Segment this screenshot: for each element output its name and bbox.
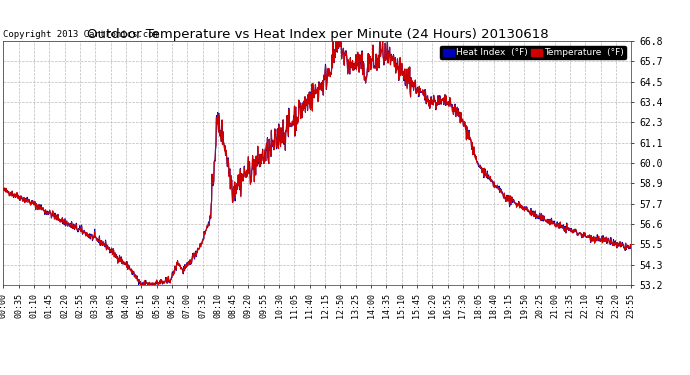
Legend: Heat Index  (°F), Temperature  (°F): Heat Index (°F), Temperature (°F) xyxy=(440,46,627,60)
Title: Outdoor Temperature vs Heat Index per Minute (24 Hours) 20130618: Outdoor Temperature vs Heat Index per Mi… xyxy=(86,28,549,41)
Text: Copyright 2013 Cartronics.com: Copyright 2013 Cartronics.com xyxy=(3,30,159,39)
